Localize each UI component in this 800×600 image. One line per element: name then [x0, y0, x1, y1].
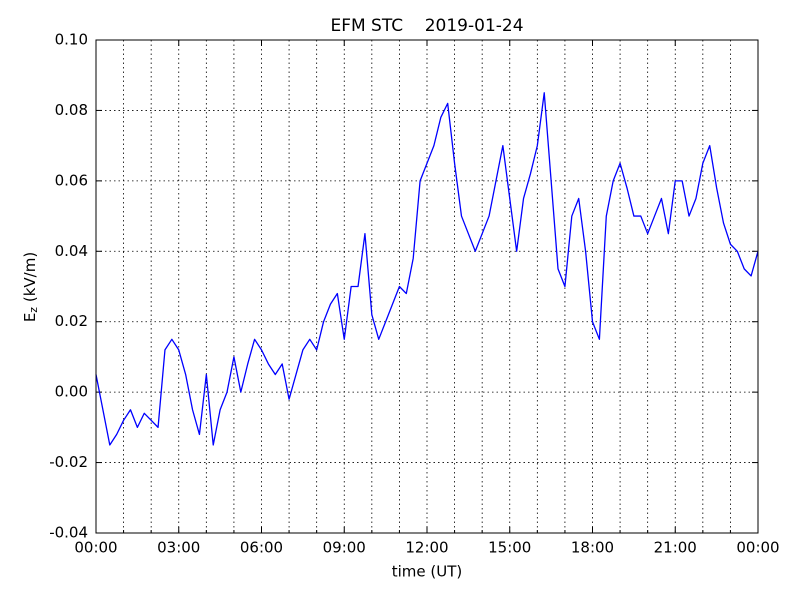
x-tick-label: 21:00 [654, 539, 697, 557]
y-tick-label: 0.08 [55, 101, 88, 119]
plot-frame [95, 39, 759, 534]
y-tick-label: 0.10 [55, 31, 88, 49]
y-tick-label: 0.04 [55, 242, 88, 260]
x-tick-label: 00:00 [736, 539, 779, 557]
x-axis-label: time (UT) [392, 563, 463, 581]
x-tick-label: 12:00 [405, 539, 448, 557]
y-label-unit: (kV/m) [21, 252, 39, 307]
x-tick-label: 06:00 [240, 539, 283, 557]
x-tick-label: 00:00 [74, 539, 117, 557]
y-tick-label: 0.02 [55, 312, 88, 330]
data-line [95, 92, 759, 446]
chart-title: EFM STC 2019-01-24 [330, 16, 523, 36]
y-tick-label: -0.04 [49, 524, 88, 542]
y-tick-label: -0.02 [49, 453, 88, 471]
y-label-sub: z [27, 307, 40, 313]
x-tick-label: 03:00 [157, 539, 200, 557]
y-tick-label: 0.06 [55, 171, 88, 189]
x-tick-label: 09:00 [323, 539, 366, 557]
x-tick-label: 15:00 [488, 539, 531, 557]
y-axis-label: Ez (kV/m) [21, 252, 41, 322]
y-label-main: E [21, 313, 39, 322]
x-tick-label: 18:00 [571, 539, 614, 557]
y-tick-label: 0.00 [55, 383, 88, 401]
